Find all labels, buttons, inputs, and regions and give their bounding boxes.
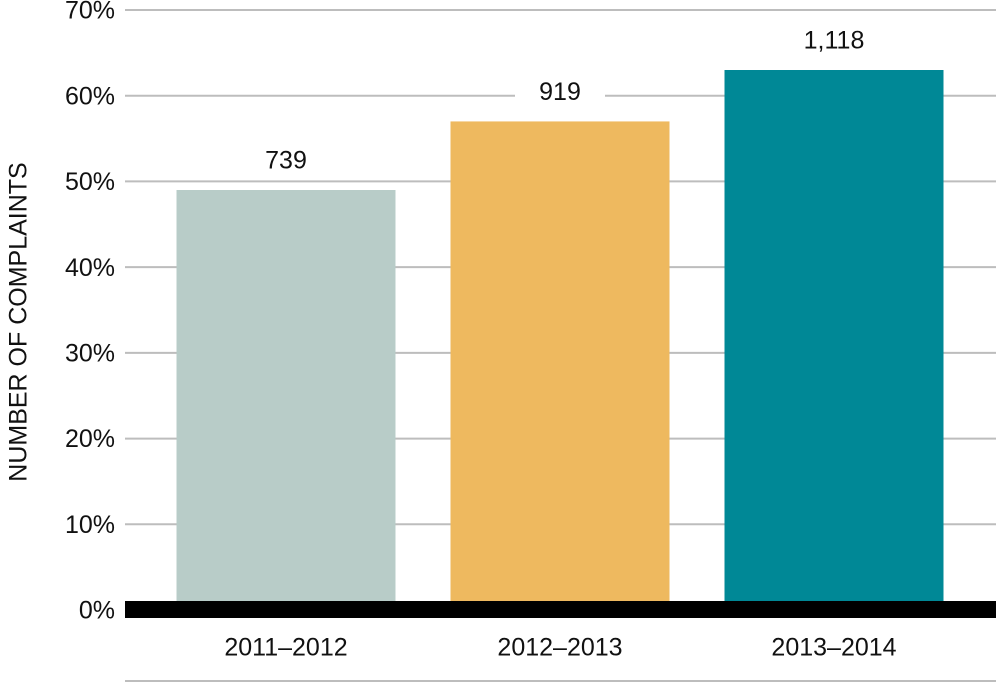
- bar: [724, 70, 944, 610]
- bar-label: 919: [539, 78, 581, 106]
- x-tick-label: 2012–2013: [497, 634, 622, 662]
- baseline: [125, 601, 996, 618]
- x-tick-label: 2013–2014: [771, 634, 896, 662]
- bar: [450, 121, 670, 610]
- y-axis-label: NUMBER OF COMPLAINTS: [5, 162, 33, 481]
- bar-label: 739: [265, 147, 307, 175]
- y-tick-label: 30%: [65, 339, 115, 367]
- y-tick-label: 20%: [65, 425, 115, 453]
- x-tick-label: 2011–2012: [224, 634, 347, 662]
- y-tick-label: 50%: [65, 168, 115, 196]
- y-tick-label: 0%: [79, 597, 115, 625]
- y-tick-label: 60%: [65, 82, 115, 110]
- y-tick-label: 70%: [65, 0, 115, 25]
- y-tick-label: 10%: [65, 511, 115, 539]
- bar-label-bg: [789, 23, 879, 57]
- bar: [176, 190, 396, 610]
- y-tick-label: 40%: [65, 254, 115, 282]
- bar-label-bg: [515, 74, 605, 109]
- bar-label-bg: [241, 143, 331, 177]
- bar-label: 1,118: [804, 27, 865, 55]
